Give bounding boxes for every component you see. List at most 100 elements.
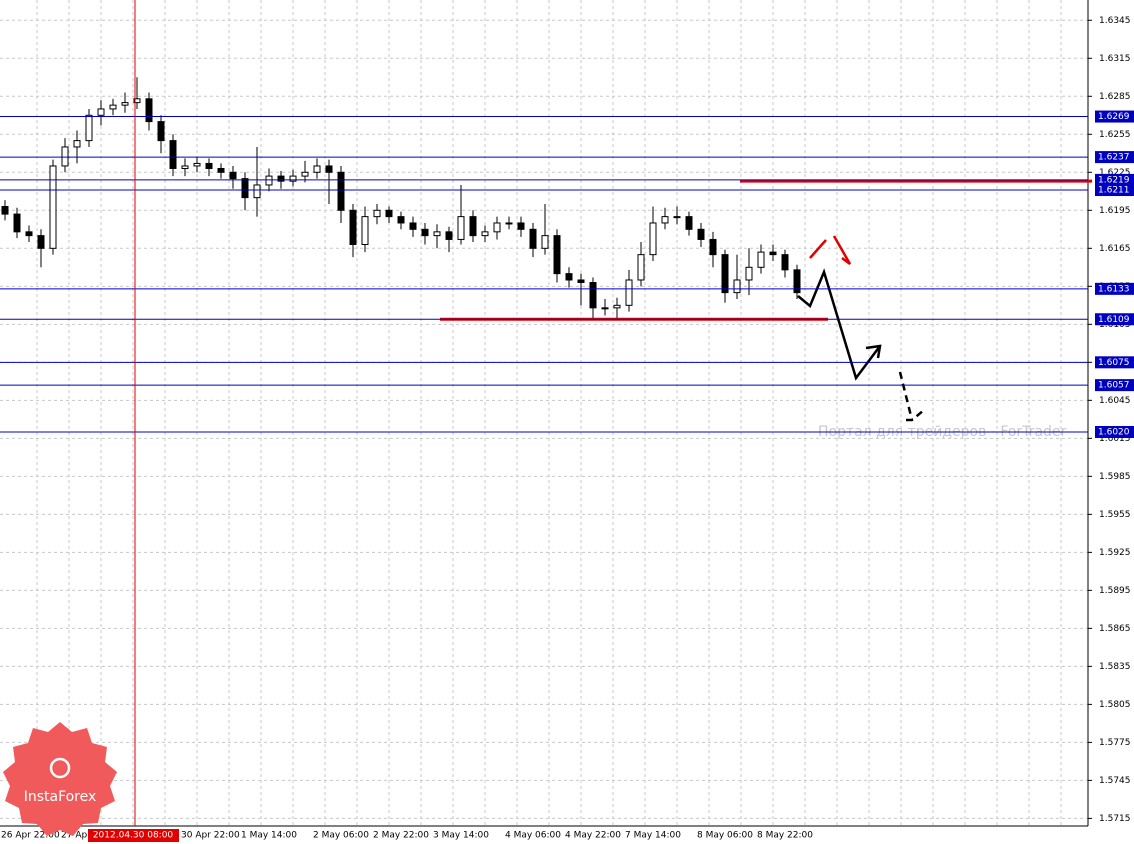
y-tick-label: 1.5805 xyxy=(1099,700,1131,710)
y-tick-label: 1.5985 xyxy=(1099,472,1131,482)
y-tick-label: 1.5775 xyxy=(1099,738,1131,748)
level-label: 1.6237 xyxy=(1098,153,1130,163)
candle-body xyxy=(349,209,357,246)
candle-body xyxy=(301,171,309,177)
candle-body xyxy=(469,216,477,237)
level-label-box xyxy=(1095,151,1134,164)
plot xyxy=(1,77,801,318)
candle-body xyxy=(673,216,681,219)
level-label: 1.6269 xyxy=(1098,112,1130,122)
candle-body xyxy=(373,209,381,218)
level-label: 1.6057 xyxy=(1098,381,1130,391)
candle-body xyxy=(577,279,585,284)
level-label: 1.6211 xyxy=(1098,186,1130,196)
candle-body xyxy=(133,98,141,104)
candle-body xyxy=(97,108,105,116)
x-tick-label: 8 May 06:00 xyxy=(697,831,753,841)
candle-body xyxy=(241,178,249,199)
logo-text: InstaForex xyxy=(24,789,97,805)
candle-body xyxy=(13,213,21,233)
candle-body xyxy=(253,184,261,199)
y-tick-label: 1.6345 xyxy=(1099,16,1131,26)
level-label: 1.6075 xyxy=(1098,358,1130,368)
candle-body xyxy=(1,206,9,215)
candle-body xyxy=(37,235,45,249)
x-tick-label: 26 Apr 22:00 xyxy=(1,831,60,841)
candle-body xyxy=(793,269,801,294)
x-tick-label: 1 May 14:00 xyxy=(241,831,297,841)
candle-body xyxy=(205,162,213,169)
candle-body xyxy=(25,231,33,237)
y-tick-label: 1.5745 xyxy=(1099,776,1131,786)
level-label: 1.6219 xyxy=(1098,175,1130,185)
level-label-box xyxy=(1095,110,1134,123)
level-label-box xyxy=(1095,356,1134,369)
candle-body xyxy=(121,102,129,106)
candle-body xyxy=(49,165,57,249)
x-tick-label: 3 May 14:00 xyxy=(433,831,489,841)
y-tick-label: 1.6255 xyxy=(1099,130,1131,140)
forecast-arrows xyxy=(797,235,925,422)
crosshair-label: 2012.04.30 08:00 xyxy=(93,831,174,841)
grid xyxy=(0,0,1088,826)
logo: InstaForex xyxy=(3,722,117,836)
level-label-box xyxy=(1095,184,1134,197)
x-tick-label: 8 May 22:00 xyxy=(757,831,813,841)
candle-body xyxy=(457,216,465,240)
y-tick-label: 1.6165 xyxy=(1099,244,1131,254)
x-tick-label: 2 May 22:00 xyxy=(373,831,429,841)
candle-body xyxy=(313,165,321,173)
candle-body xyxy=(493,222,501,233)
candle-body xyxy=(145,98,153,123)
candle-body xyxy=(709,238,717,256)
y-tick-label: 1.6225 xyxy=(1099,168,1131,178)
level-label: 1.6133 xyxy=(1098,284,1130,294)
candle-body xyxy=(397,216,405,224)
y-tick-label: 1.5895 xyxy=(1099,586,1131,596)
candle-body xyxy=(229,171,237,180)
candle-body xyxy=(637,254,645,281)
candle-body xyxy=(433,231,441,237)
candle-body xyxy=(625,279,633,306)
candle-body xyxy=(781,254,789,271)
candle-body xyxy=(721,254,729,294)
level-label: 1.6109 xyxy=(1098,315,1130,325)
y-tick-label: 1.5715 xyxy=(1099,814,1131,824)
level-label-box xyxy=(1095,282,1134,295)
candle-body xyxy=(553,235,561,275)
candle-body xyxy=(169,140,177,169)
y-tick-label: 1.6015 xyxy=(1099,434,1131,444)
candle-body xyxy=(337,171,345,211)
candle-body xyxy=(181,165,189,169)
candle-body xyxy=(109,104,117,110)
crosshair-label-box xyxy=(88,829,179,842)
y-tick-label: 1.6315 xyxy=(1099,54,1131,64)
candle-body xyxy=(769,251,777,256)
candle-body xyxy=(157,121,165,142)
candle-body xyxy=(73,140,81,148)
candle-body xyxy=(505,222,513,225)
candle-body xyxy=(445,231,453,240)
candle-body xyxy=(745,266,753,281)
y-tick-label: 1.6045 xyxy=(1099,396,1131,406)
level-label: 1.6020 xyxy=(1098,428,1130,438)
level-label-box xyxy=(1095,426,1134,439)
candle-body xyxy=(517,222,525,230)
candle-body xyxy=(529,228,537,249)
candle-body xyxy=(193,162,201,167)
candle-body xyxy=(685,216,693,230)
candle-body xyxy=(589,282,597,309)
candle-body xyxy=(733,279,741,294)
axes: 1.6345 1.6315 1.6285 1.6255 1.6225 1.6195 1.61… xyxy=(1,16,1134,842)
x-tick-label: 7 May 14:00 xyxy=(625,831,681,841)
candle-body xyxy=(565,273,573,281)
level-label-box xyxy=(1095,379,1134,392)
y-tick-label: 1.6285 xyxy=(1099,92,1131,102)
candle-body xyxy=(361,216,369,246)
y-tick-label: 1.5865 xyxy=(1099,624,1131,634)
candle-body xyxy=(409,222,417,230)
y-tick-label: 1.5835 xyxy=(1099,662,1131,672)
candle-body xyxy=(385,209,393,218)
y-tick-label: 1.5925 xyxy=(1099,548,1131,558)
x-tick-label: 4 May 06:00 xyxy=(505,831,561,841)
